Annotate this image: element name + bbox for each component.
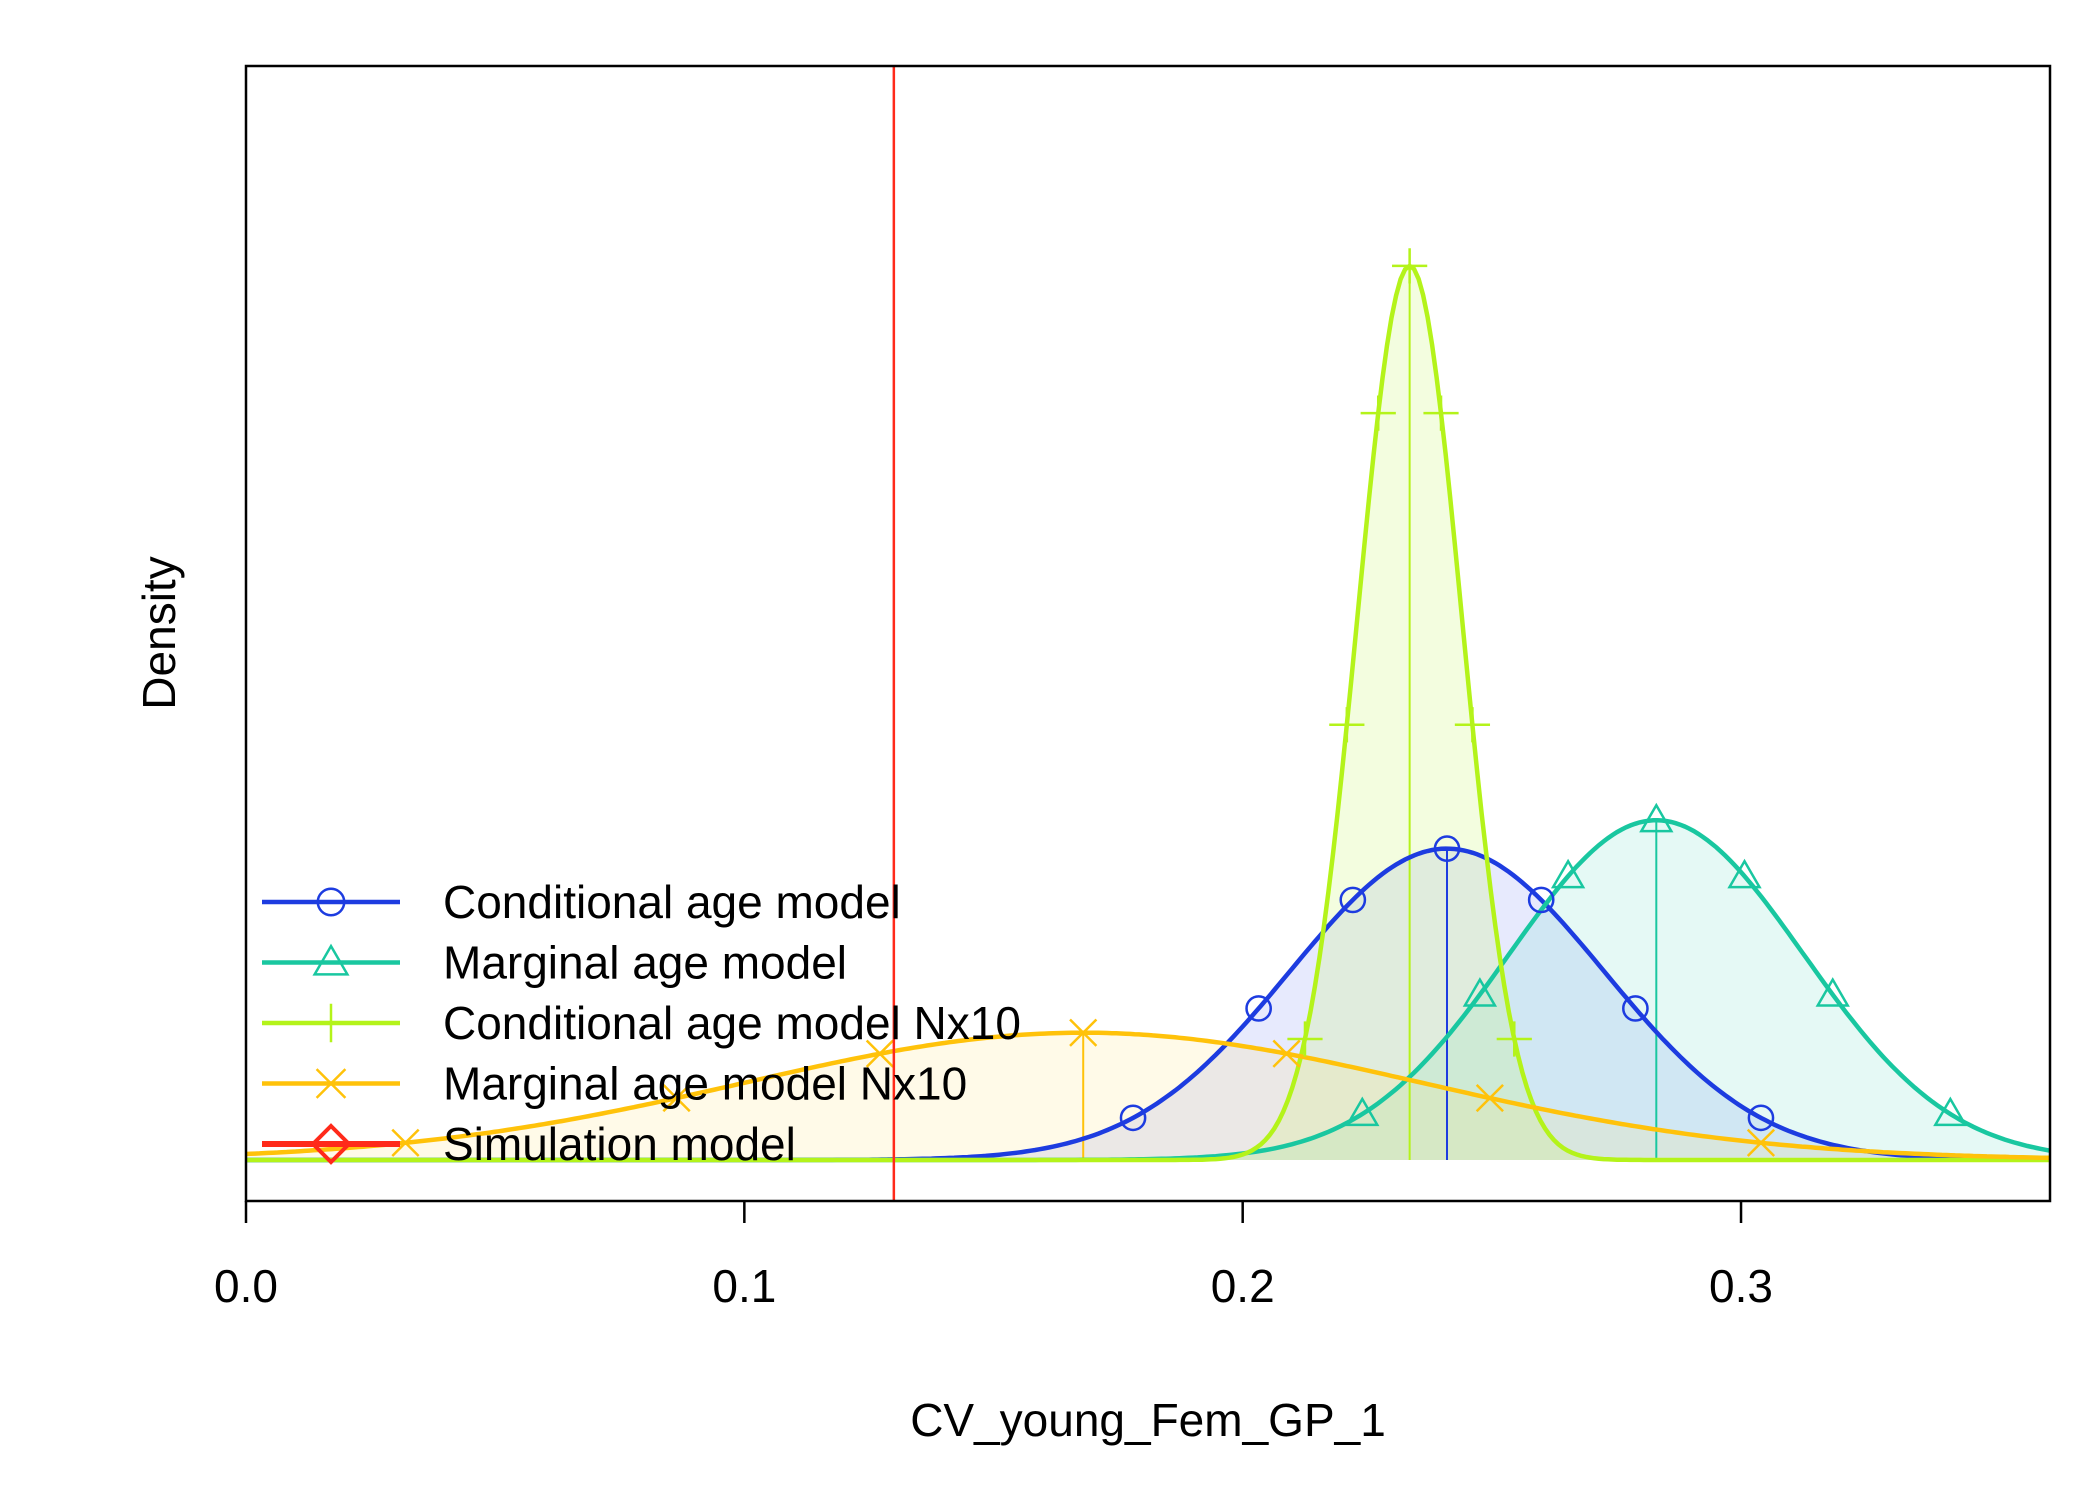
- legend-marker-conditional-age-model: [316, 887, 346, 917]
- conditional-age-model-nx10-marker: [1454, 707, 1491, 743]
- conditional-age-model-nx10-marker: [1423, 395, 1459, 431]
- conditional-age-model-nx10-curve: [246, 263, 2050, 1163]
- conditional-age-model-marker: [1339, 886, 1367, 914]
- marginal-age-model-marker: [1345, 1096, 1380, 1127]
- marginal-age-model-nx10-marker: [1475, 1083, 1504, 1113]
- legend-marker-marginal-age-model-nx10: [315, 1068, 347, 1099]
- legend-label-simulation-model: Simulation model: [443, 1118, 796, 1170]
- marginal-age-model-nx10-marker: [865, 1039, 894, 1068]
- legend-label-conditional-age-model: Conditional age model: [443, 876, 901, 928]
- marginal-age-model-marker: [1550, 858, 1586, 889]
- marginal-age-model-nx10-marker: [1069, 1018, 1098, 1047]
- legend-label-marginal-age-model-nx10: Marginal age model Nx10: [443, 1058, 967, 1110]
- conditional-age-model-marker: [1747, 1104, 1775, 1132]
- plot-frame: [244, 64, 2052, 1203]
- marginal-age-model-area: [246, 820, 2050, 1160]
- conditional-age-model-nx10-marker: [1360, 395, 1396, 431]
- x-tick-label: 0.3: [1709, 1260, 1773, 1312]
- marginal-age-model-marker: [1639, 802, 1674, 833]
- conditional-age-model-nx10-marker: [1329, 707, 1365, 743]
- marginal-age-model-marker: [1462, 977, 1498, 1007]
- marginal-age-model-marker: [1815, 977, 1850, 1007]
- conditional-age-model-nx10-marker: [1496, 1021, 1532, 1057]
- conditional-age-model-area: [246, 848, 2050, 1160]
- marginal-age-model-nx10-marker: [662, 1083, 691, 1113]
- conditional-age-model-marker: [1527, 886, 1555, 914]
- legend-marker-conditional-age-model-nx10: [311, 1003, 351, 1043]
- marginal-age-model-marker: [1933, 1096, 1968, 1127]
- marginal-age-model-marker: [1727, 858, 1762, 889]
- marginal-age-model-nx10-curve: [246, 1030, 2050, 1161]
- legend-marker-simulation-model: [310, 1123, 352, 1165]
- conditional-age-model-marker: [1622, 995, 1649, 1022]
- conditional-age-model-nx10-marker: [1287, 1021, 1323, 1057]
- legend-marker-marginal-age-model: [312, 943, 350, 976]
- marginal-age-model-nx10-marker: [391, 1128, 420, 1157]
- x-axis-title: CV_young_Fem_GP_1: [910, 1394, 1386, 1446]
- x-tick-label: 0.0: [214, 1260, 278, 1312]
- conditional-age-model-nx10-marker: [1392, 248, 1428, 284]
- conditional-age-model-marker: [1119, 1104, 1147, 1132]
- x-tick-label: 0.1: [712, 1260, 776, 1312]
- x-tick-label: 0.2: [1211, 1260, 1275, 1312]
- y-axis-title: Density: [133, 556, 185, 709]
- marginal-age-model-nx10-area: [246, 1032, 2050, 1160]
- legend-label-marginal-age-model: Marginal age model: [443, 937, 847, 989]
- marginal-age-model-nx10-marker: [1272, 1039, 1301, 1068]
- marginal-age-model-nx10-marker: [1746, 1128, 1776, 1157]
- conditional-age-model-marker: [1245, 995, 1272, 1022]
- conditional-age-model-marker: [1433, 835, 1461, 862]
- legend-label-conditional-age-model-nx10: Conditional age model Nx10: [443, 997, 1021, 1049]
